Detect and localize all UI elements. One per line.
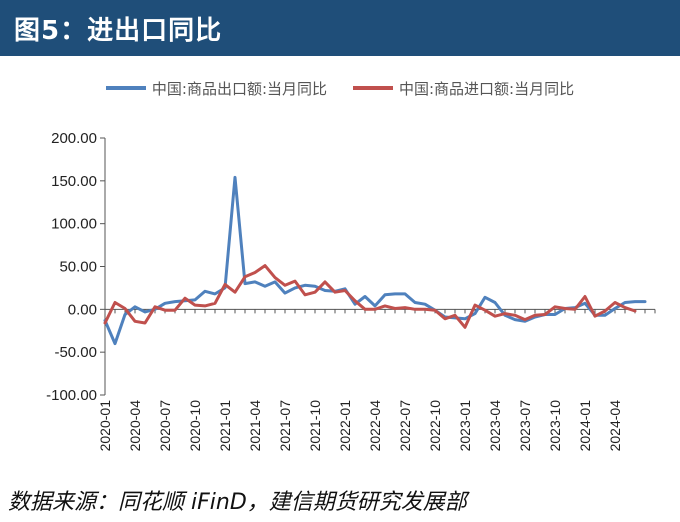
x-tick-label: 2022-04 xyxy=(367,400,383,452)
x-tick-label: 2020-04 xyxy=(127,400,143,452)
x-tick-label: 2023-10 xyxy=(547,400,563,452)
legend-label-import: 中国:商品进口额:当月同比 xyxy=(399,79,575,98)
x-tick-label: 2021-04 xyxy=(247,400,263,452)
x-tick-label: 2021-01 xyxy=(217,400,233,452)
y-tick-label: -50.00 xyxy=(54,344,97,361)
legend-swatch-export xyxy=(105,86,146,90)
series-line-export xyxy=(103,175,647,346)
x-tick-label: 2020-10 xyxy=(187,400,203,452)
y-tick-label: 50.00 xyxy=(59,259,97,276)
legend-item-import: 中国:商品进口额:当月同比 xyxy=(353,78,574,99)
chart-title-bar: 图5：进出口同比 xyxy=(0,0,680,56)
y-tick-label: -100.00 xyxy=(46,387,97,404)
y-tick-label: 0.00 xyxy=(68,301,97,318)
legend: 中国:商品出口额:当月同比 中国:商品进口额:当月同比 xyxy=(0,74,680,102)
x-tick-label: 2024-01 xyxy=(577,400,593,452)
x-tick-label: 2023-01 xyxy=(457,400,473,452)
y-tick-label: 150.00 xyxy=(51,173,97,190)
x-tick-label: 2020-01 xyxy=(97,400,113,452)
x-tick-label: 2021-10 xyxy=(307,400,323,452)
series-line-import xyxy=(103,264,637,329)
x-tick-label: 2023-04 xyxy=(487,400,503,452)
legend-item-export: 中国:商品出口额:当月同比 xyxy=(105,78,327,99)
y-tick-label: 200.00 xyxy=(51,130,97,147)
y-tick-label: 100.00 xyxy=(51,216,97,233)
source-note: 数据来源：同花顺 iFinD，建信期货研究发展部 xyxy=(8,490,467,515)
x-tick-label: 2022-07 xyxy=(397,400,413,452)
legend-swatch-import xyxy=(353,86,393,90)
page-title: 图5：进出口同比 xyxy=(14,15,223,46)
x-tick-label: 2021-07 xyxy=(277,400,293,452)
x-tick-label: 2022-01 xyxy=(337,400,353,452)
x-tick-label: 2020-07 xyxy=(157,400,173,452)
x-tick-label: 2023-07 xyxy=(517,400,533,452)
x-tick-label: 2022-10 xyxy=(427,400,443,452)
legend-label-export: 中国:商品出口额:当月同比 xyxy=(151,79,327,98)
x-tick-label: 2024-04 xyxy=(607,400,623,452)
